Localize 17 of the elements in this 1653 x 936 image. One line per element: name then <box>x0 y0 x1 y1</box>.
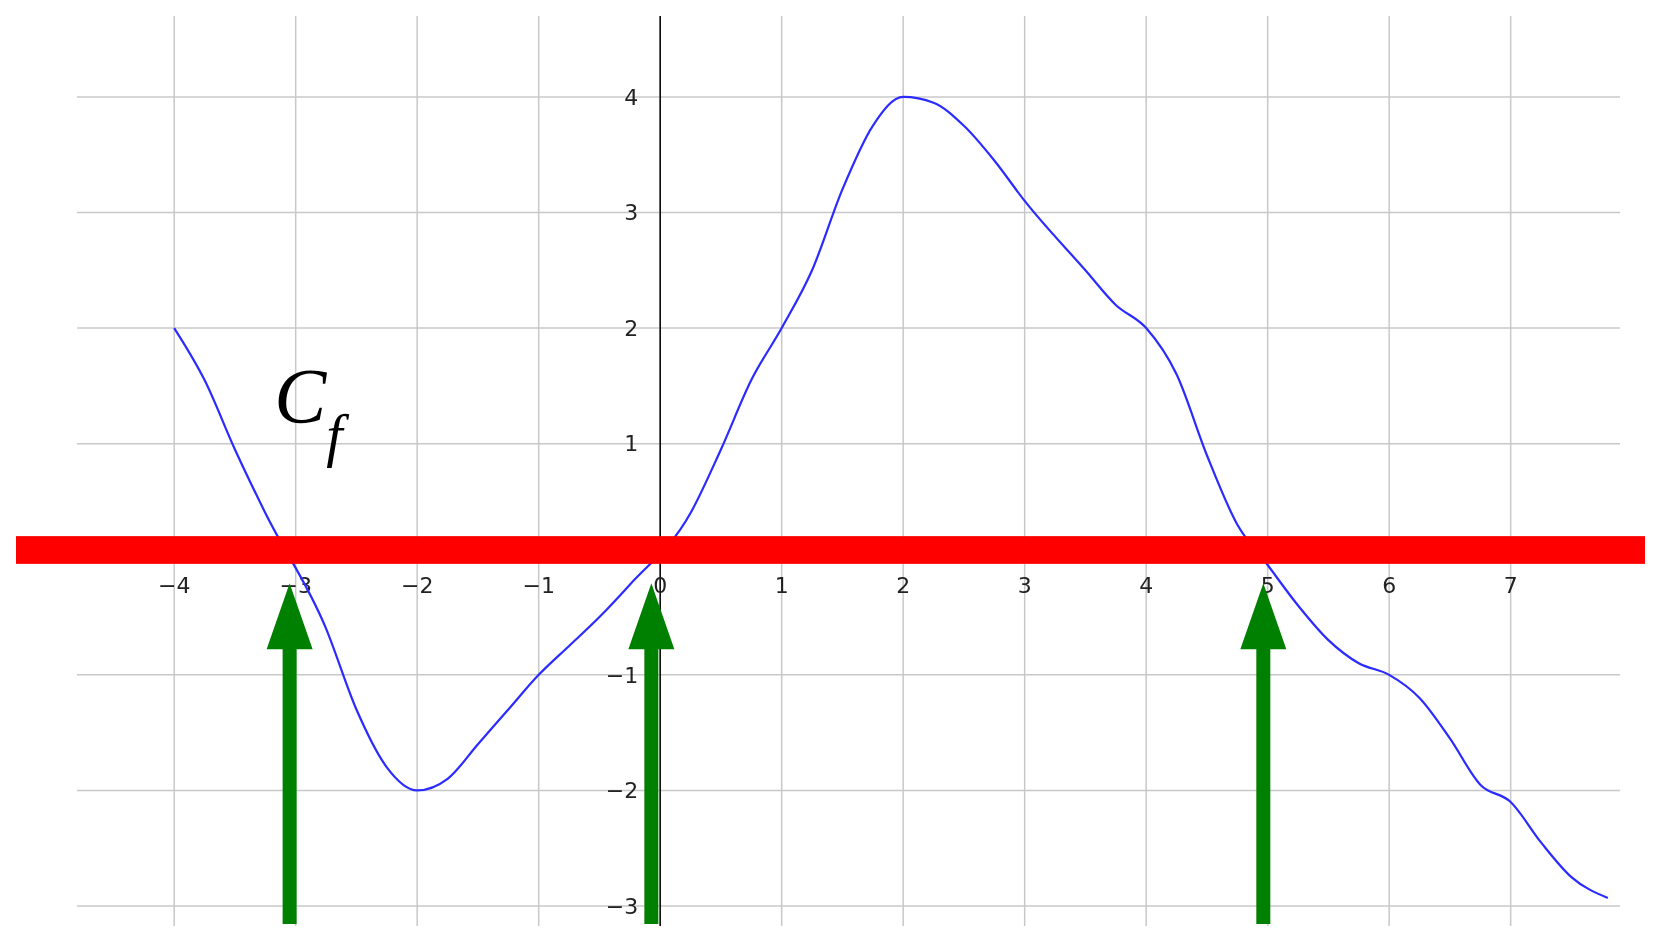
annotation: C$_{f}$ <box>274 352 350 468</box>
y-tick-label: 2 <box>624 315 639 341</box>
x-tick-label: −2 <box>400 573 434 599</box>
y-tick-label: 4 <box>624 84 639 110</box>
x-tick-label: 7 <box>1503 573 1518 599</box>
y-tick-label: −3 <box>605 893 639 919</box>
x-tick-label: 6 <box>1382 573 1397 599</box>
y-tick-label: 3 <box>624 200 639 226</box>
y-tick-label: 1 <box>624 431 639 457</box>
x-tick-label: 4 <box>1139 573 1154 599</box>
x-tick-label: −1 <box>522 573 555 599</box>
x-tick-label: 1 <box>774 573 789 599</box>
x-tick-label: 3 <box>1017 573 1032 599</box>
y-tick-label: −2 <box>605 778 639 804</box>
y-tick-label: −1 <box>605 662 639 688</box>
x-tick-label: 2 <box>896 573 911 599</box>
x-tick-label: −4 <box>157 573 191 599</box>
